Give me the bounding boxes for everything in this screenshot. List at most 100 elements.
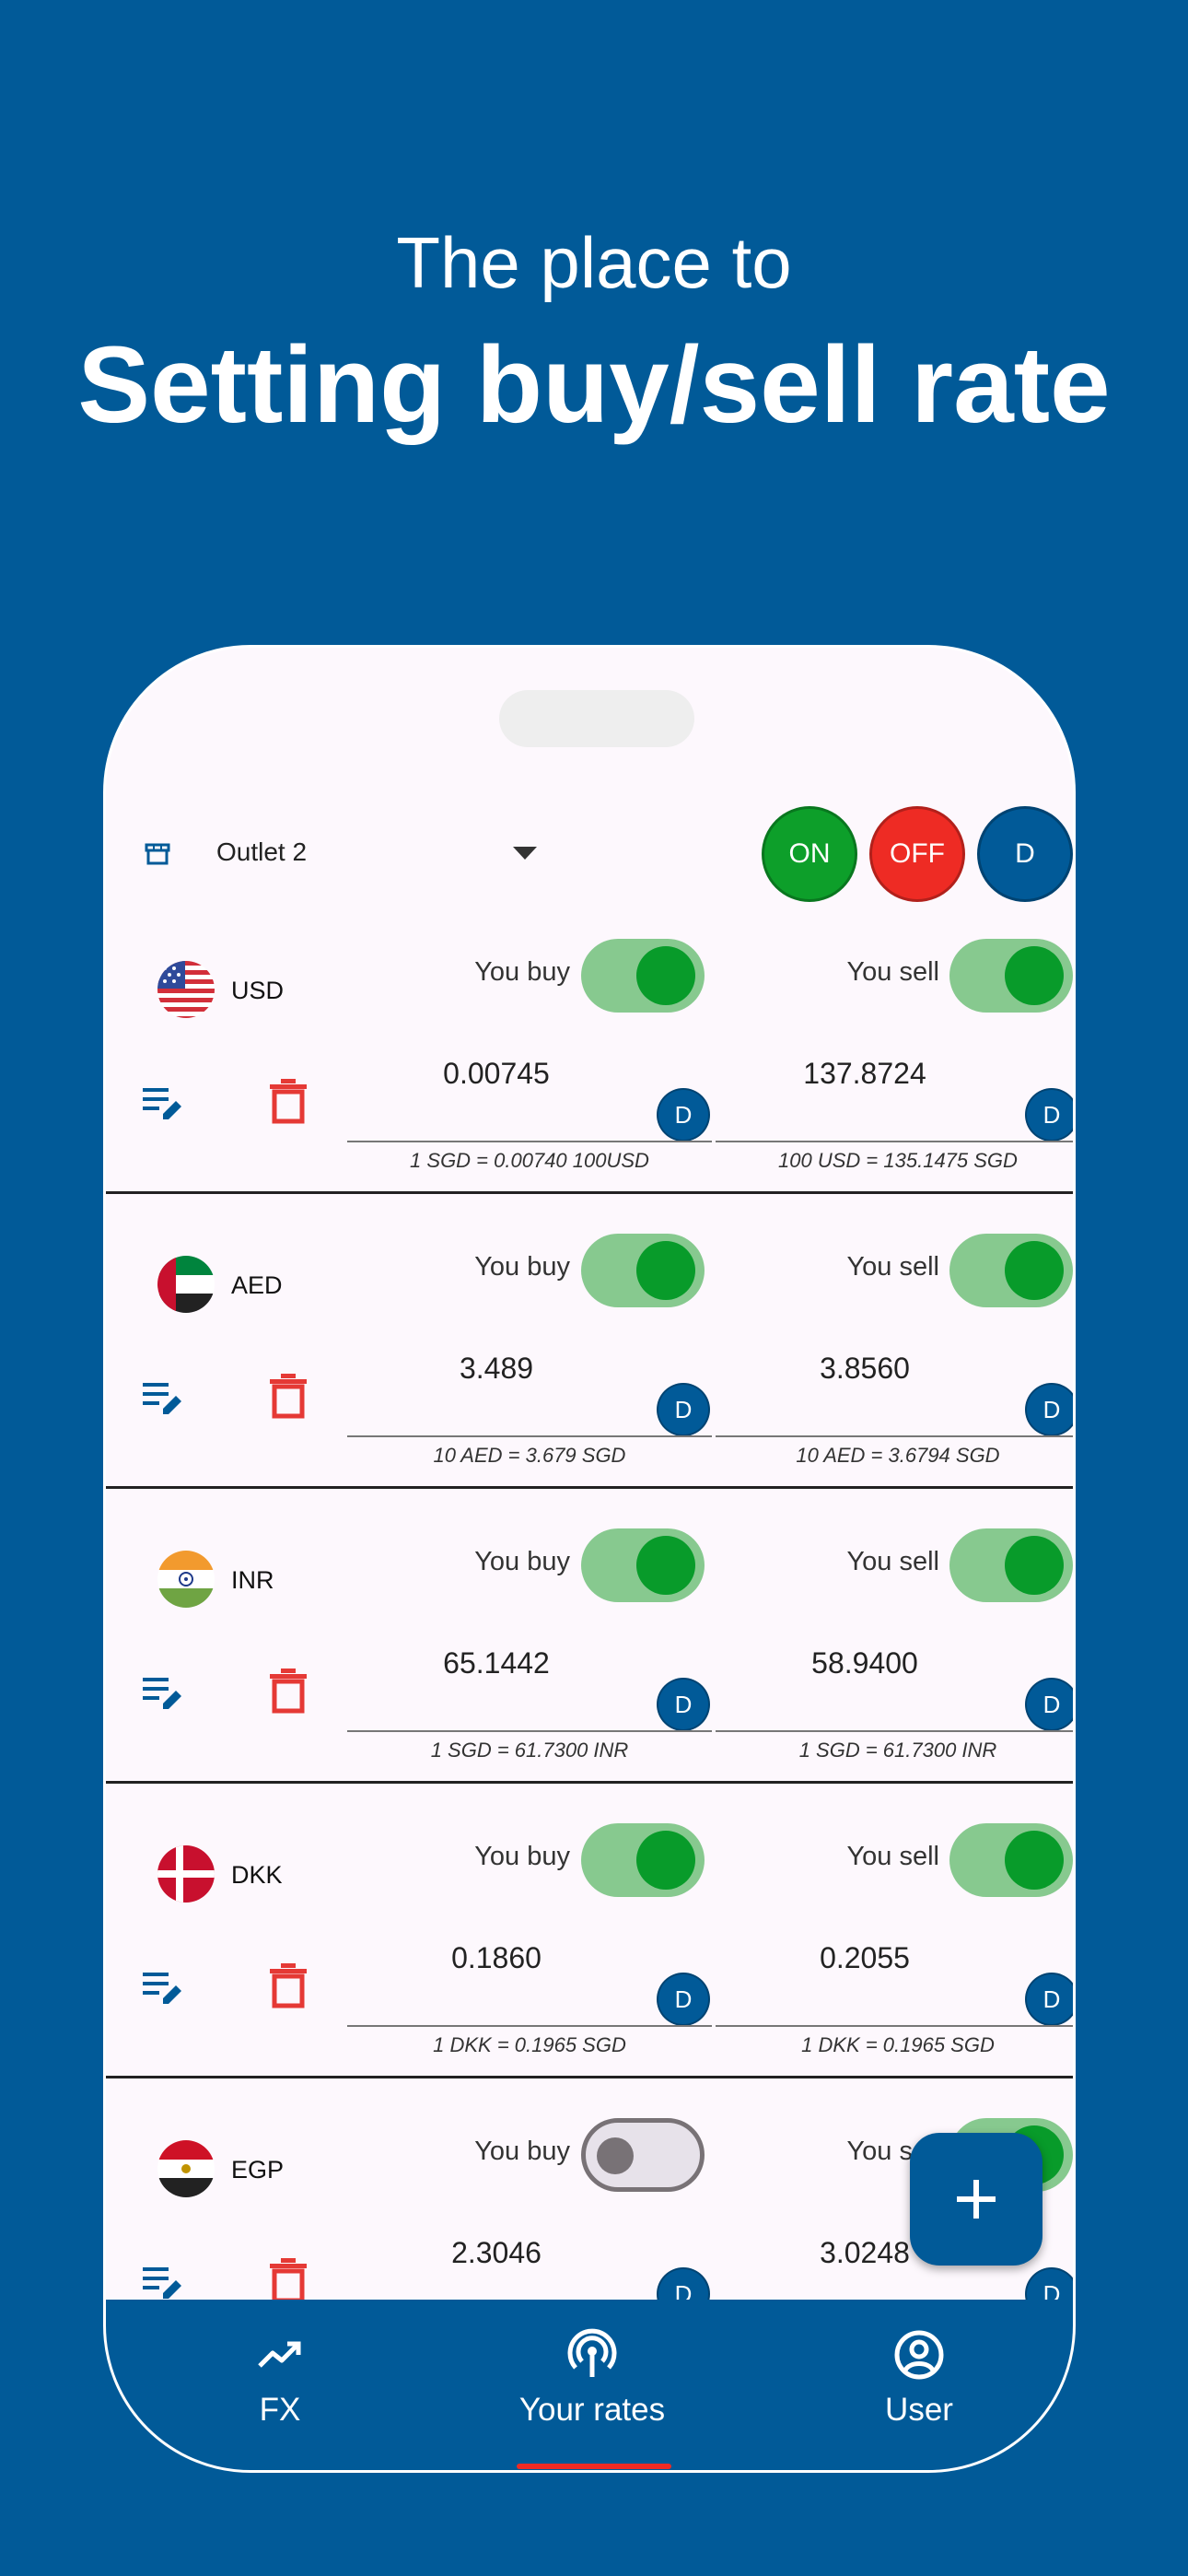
buy-toggle[interactable] — [581, 1823, 705, 1897]
nav-label: FX — [259, 2392, 301, 2428]
bottom-navigation: FX Your rates User — [106, 2300, 1073, 2470]
buy-rate-input[interactable]: 0.1860 — [451, 1941, 542, 1974]
edit-note-icon[interactable] — [141, 2260, 185, 2300]
sell-default-button[interactable]: D — [1025, 1383, 1073, 1436]
sell-input-underline — [716, 1435, 1073, 1437]
sell-rate-input[interactable]: 58.9400 — [811, 1646, 918, 1680]
toggle-knob — [1005, 1536, 1064, 1595]
sell-rate-input[interactable]: 137.8724 — [803, 1057, 926, 1090]
promo-title: Setting buy/sell rate — [77, 324, 1111, 446]
nav-label: User — [885, 2392, 953, 2428]
buy-rate-hint: 1 SGD = 61.7300 INR — [430, 1739, 629, 1762]
all-off-button[interactable]: OFF — [869, 806, 965, 902]
rate-row-dkk: DKK You buy You sell 0.1860 D 1 DKK = 0.… — [106, 1809, 1073, 2103]
row-divider — [106, 1191, 1073, 1194]
buy-rate-input[interactable]: 0.00745 — [443, 1057, 550, 1090]
trash-icon[interactable] — [268, 1667, 309, 1715]
edit-note-icon[interactable] — [141, 1670, 185, 1715]
buy-default-button[interactable]: D — [657, 1088, 710, 1142]
sell-input-underline — [716, 1730, 1073, 1732]
edit-note-icon[interactable] — [141, 1965, 185, 2009]
buy-rate-input[interactable]: 2.3046 — [451, 2236, 542, 2269]
buy-input-underline — [347, 1141, 712, 1142]
sell-input-underline — [716, 2025, 1073, 2027]
sell-toggle[interactable] — [949, 939, 1073, 1013]
sell-rate-input[interactable]: 0.2055 — [820, 1941, 910, 1974]
rate-list[interactable]: USD You buy You sell 0.00745 D 1 SGD = 0… — [106, 924, 1073, 2300]
currency-code: DKK — [231, 1861, 283, 1889]
edit-note-icon[interactable] — [141, 1376, 185, 1420]
buy-label: You buy — [474, 1252, 570, 1282]
trash-icon[interactable] — [268, 2256, 309, 2300]
uae-flag-icon — [157, 1256, 215, 1313]
buy-label: You buy — [474, 1547, 570, 1576]
outlet-select-value[interactable]: Outlet 2 — [216, 837, 308, 866]
add-currency-button[interactable] — [910, 2133, 1042, 2266]
toggle-knob — [1005, 946, 1064, 1005]
buy-toggle[interactable] — [581, 1528, 705, 1602]
trash-icon[interactable] — [268, 1077, 309, 1125]
sell-label: You sell — [846, 957, 939, 987]
buy-default-button[interactable]: D — [657, 1383, 710, 1436]
buy-default-button[interactable]: D — [657, 2267, 710, 2300]
denmark-flag-icon — [157, 1845, 215, 1903]
currency-code: EGP — [231, 2156, 285, 2184]
buy-input-underline — [347, 2025, 712, 2027]
active-tab-indicator — [517, 2464, 671, 2469]
buy-default-button[interactable]: D — [657, 1973, 710, 2026]
trending-up-icon — [258, 2341, 301, 2368]
row-divider — [106, 1781, 1073, 1784]
sell-rate-input[interactable]: 3.0248 — [820, 2236, 910, 2269]
toggle-knob — [597, 2137, 634, 2174]
sell-default-button[interactable]: D — [1025, 1088, 1073, 1142]
sell-default-button[interactable]: D — [1025, 2267, 1073, 2300]
rate-row-aed: AED You buy You sell 3.489 D 10 AED = 3.… — [106, 1219, 1073, 1514]
user-circle-icon — [894, 2330, 944, 2380]
india-flag-icon — [157, 1551, 215, 1608]
chevron-down-icon[interactable] — [513, 847, 537, 860]
buy-toggle[interactable] — [581, 939, 705, 1013]
buy-input-underline — [347, 1435, 712, 1437]
currency-code: INR — [231, 1566, 274, 1594]
sell-rate-input[interactable]: 3.8560 — [820, 1352, 910, 1385]
all-on-button[interactable]: ON — [762, 806, 857, 902]
sell-toggle[interactable] — [949, 1528, 1073, 1602]
toggle-knob — [636, 1831, 695, 1890]
toggle-knob — [1005, 1831, 1064, 1890]
sell-label: You sell — [846, 1842, 939, 1871]
nav-item-user[interactable]: User — [804, 2327, 1034, 2438]
sell-rate-hint: 1 DKK = 0.1965 SGD — [801, 2033, 995, 2056]
buy-rate-hint: 1 DKK = 0.1965 SGD — [433, 2033, 626, 2056]
sell-default-button[interactable]: D — [1025, 1678, 1073, 1731]
dynamic-island — [499, 690, 694, 747]
sell-rate-hint: 100 USD = 135.1475 SGD — [778, 1149, 1018, 1172]
currency-code: AED — [231, 1271, 283, 1299]
sell-rate-hint: 1 SGD = 61.7300 INR — [798, 1739, 997, 1762]
nav-item-fx[interactable]: FX — [165, 2327, 395, 2438]
promo-subtitle: The place to — [396, 222, 792, 303]
sell-default-button[interactable]: D — [1025, 1973, 1073, 2026]
trash-icon[interactable] — [268, 1961, 309, 2009]
default-all-button[interactable]: D — [977, 806, 1073, 902]
buy-default-button[interactable]: D — [657, 1678, 710, 1731]
nav-label: Your rates — [518, 2392, 666, 2428]
buy-rate-input[interactable]: 65.1442 — [443, 1646, 550, 1680]
sell-label: You sell — [846, 1252, 939, 1282]
toggle-knob — [636, 946, 695, 1005]
buy-rate-input[interactable]: 3.489 — [459, 1352, 534, 1385]
buy-toggle[interactable] — [581, 2118, 705, 2192]
plus-icon — [957, 2180, 996, 2219]
sell-rate-hint: 10 AED = 3.6794 SGD — [796, 1444, 1000, 1467]
us-flag-icon — [157, 961, 215, 1018]
phone-frame: Outlet 2 ON OFF D USD — [103, 645, 1076, 2473]
nav-item-your-rates[interactable]: Your rates — [477, 2327, 707, 2438]
buy-input-underline — [347, 1730, 712, 1732]
sell-toggle[interactable] — [949, 1823, 1073, 1897]
sell-input-underline — [716, 1141, 1073, 1142]
buy-rate-hint: 10 AED = 3.679 SGD — [433, 1444, 626, 1467]
buy-toggle[interactable] — [581, 1234, 705, 1307]
buy-label: You buy — [474, 2137, 570, 2166]
edit-note-icon[interactable] — [141, 1081, 185, 1125]
trash-icon[interactable] — [268, 1372, 309, 1420]
sell-toggle[interactable] — [949, 1234, 1073, 1307]
